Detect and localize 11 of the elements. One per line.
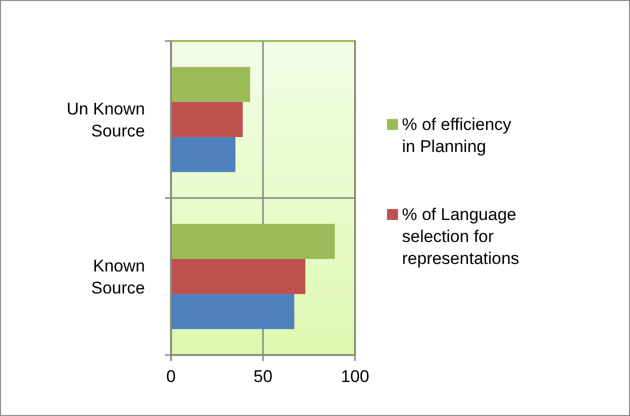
y-tick-label: Un Known Source [66, 100, 145, 140]
bar [171, 137, 236, 172]
y-tick-label: Known Source [91, 256, 145, 298]
legend-label: % of efficiency in Planning [402, 115, 512, 156]
x-tick-label: 50 [254, 367, 272, 386]
legend-label: % of Language selection for representations [402, 205, 520, 268]
bar [171, 102, 243, 138]
bar [171, 294, 294, 330]
x-tick-label: 100 [340, 367, 370, 386]
x-tick-label: 0 [166, 367, 176, 386]
bar [171, 258, 306, 294]
